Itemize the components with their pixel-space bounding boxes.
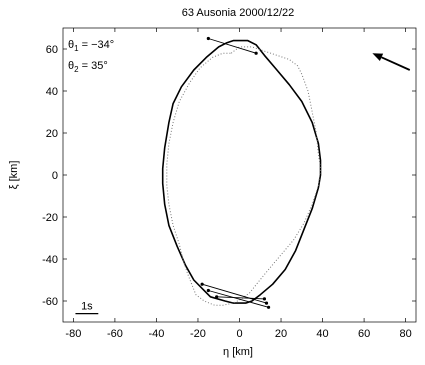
theta-2-label: θ2 = 35°	[68, 60, 108, 74]
plot-frame	[62, 27, 417, 323]
chord-endpoint	[206, 288, 210, 293]
y-tick-label: 0	[52, 170, 58, 182]
chord-endpoint	[206, 36, 210, 41]
theta-1-symbol: θ	[68, 39, 74, 51]
y-tick-label: 60	[46, 44, 58, 56]
arrow-shaft	[381, 56, 411, 71]
chord-line	[208, 38, 257, 54]
theta-1-label: θ1 = −34°	[68, 39, 114, 53]
scale-bar: 1s	[75, 301, 99, 315]
x-tick-label: -20	[190, 328, 206, 340]
y-axis: -60 -40 -20 0 20 40 60	[42, 44, 416, 308]
svg-text:θ2 = 35°: θ2 = 35°	[68, 60, 108, 74]
x-tick-label: 40	[316, 328, 328, 340]
chord-endpoint	[254, 51, 258, 55]
chord-endpoint	[266, 305, 271, 309]
x-tick-label: -60	[107, 328, 123, 340]
x-tick-label: 80	[399, 328, 411, 340]
chart-title: 63 Ausonia 2000/12/22	[182, 7, 295, 19]
y-axis-label: ξ [km]	[8, 161, 20, 190]
x-tick-label: -40	[148, 328, 164, 340]
chord-line	[216, 296, 265, 300]
theta-2-value: = 35°	[79, 60, 108, 72]
solid-outline	[161, 39, 322, 304]
x-tick-label: 20	[275, 328, 287, 340]
x-tick-label: 60	[358, 328, 370, 340]
chord-endpoint	[200, 282, 204, 286]
chord-line	[208, 290, 269, 308]
chord-line	[201, 283, 267, 304]
y-tick-label: -60	[42, 296, 58, 308]
x-axis-label: η [km]	[223, 346, 253, 358]
chord-layer	[200, 36, 271, 309]
chord-endpoint	[215, 295, 219, 299]
theta-2-symbol: θ	[68, 60, 74, 72]
theta-1-value: = −34°	[79, 39, 115, 51]
direction-arrow	[372, 53, 411, 71]
theta-1-subscript: 1	[74, 44, 79, 53]
arrow-head	[372, 53, 384, 61]
y-tick-label: -40	[42, 254, 58, 266]
chord-endpoint	[262, 297, 267, 301]
x-axis: -80 -60 -40 -20 0 20 40 60 80	[65, 28, 412, 340]
y-tick-label: 20	[46, 128, 58, 140]
scale-bar-label: 1s	[81, 301, 93, 313]
theta-2-subscript: 2	[74, 65, 79, 74]
dotted-outline	[166, 46, 321, 306]
y-tick-label: 40	[46, 86, 58, 98]
x-tick-label: -80	[65, 328, 81, 340]
x-tick-label: 0	[236, 328, 242, 340]
y-tick-label: -20	[42, 212, 58, 224]
series-layer	[161, 39, 322, 306]
chord-endpoint	[264, 301, 269, 305]
svg-text:θ1 = −34°: θ1 = −34°	[68, 39, 114, 53]
